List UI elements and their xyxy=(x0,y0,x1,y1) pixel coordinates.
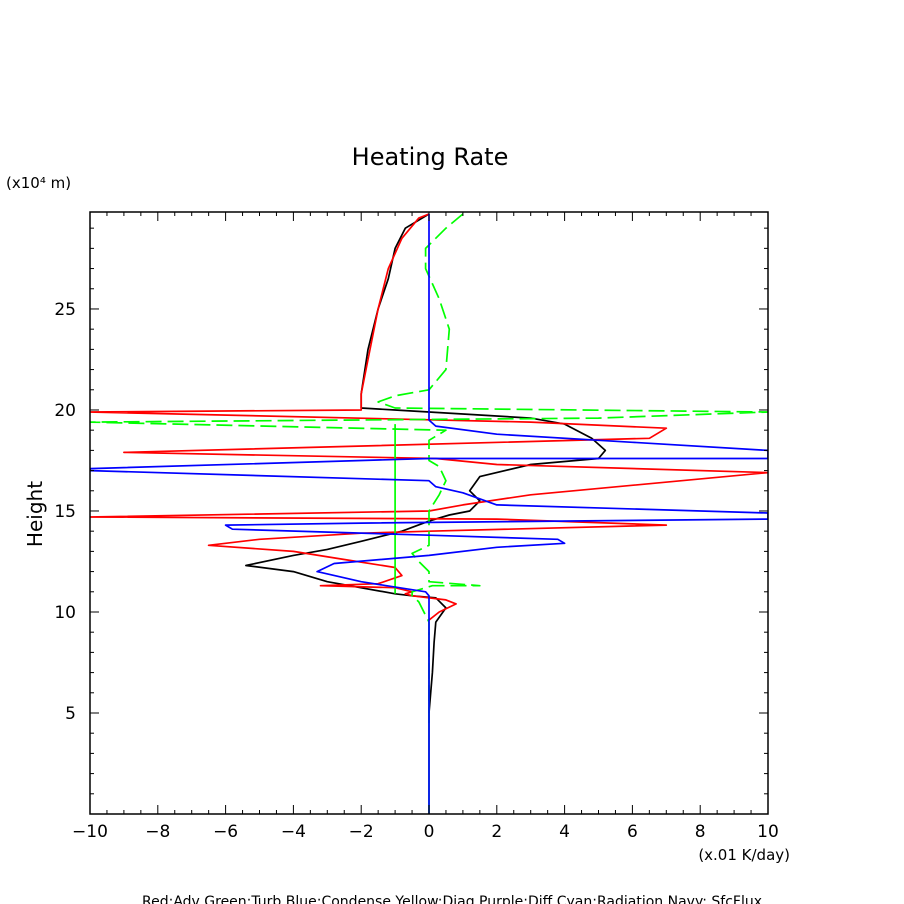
y-axis-label: Height xyxy=(23,481,47,547)
x-tick-label: 0 xyxy=(424,822,435,842)
series-line-green-turb xyxy=(90,213,768,724)
y-axis-unit: (x10⁴ m) xyxy=(6,174,71,192)
y-tick-label: 15 xyxy=(54,502,76,522)
y-tick-label: 25 xyxy=(54,300,76,320)
x-tick-label: 8 xyxy=(695,822,706,842)
x-tick-label: −2 xyxy=(349,822,374,842)
x-tick-label: −4 xyxy=(281,822,306,842)
y-tick-label: 10 xyxy=(54,603,76,623)
x-tick-label: 2 xyxy=(491,822,502,842)
x-tick-label: 10 xyxy=(757,822,779,842)
series-line-total xyxy=(245,213,607,714)
x-tick-label: −6 xyxy=(213,822,238,842)
x-tick-label: −8 xyxy=(145,822,170,842)
x-axis-unit: (x.01 K/day) xyxy=(698,846,790,864)
x-tick-label: 4 xyxy=(559,822,570,842)
chart-title: Heating Rate xyxy=(352,143,509,171)
y-tick-label: 5 xyxy=(65,704,76,724)
legend-text: Red:Adv Green:Turb Blue:Condense Yellow:… xyxy=(142,894,762,904)
series-line-red-adv xyxy=(90,213,768,621)
tick-layer: −10 −8 −6 −4 −2 0 2 4 6 8 10 5 10 15 20 25 xyxy=(54,212,779,842)
series-layer xyxy=(90,213,768,814)
series-line-blue-condense xyxy=(90,214,768,814)
y-tick-label: 20 xyxy=(54,401,76,421)
x-tick-label: 6 xyxy=(627,822,638,842)
x-tick-label: −10 xyxy=(72,822,108,842)
plot-frame xyxy=(89,211,769,815)
